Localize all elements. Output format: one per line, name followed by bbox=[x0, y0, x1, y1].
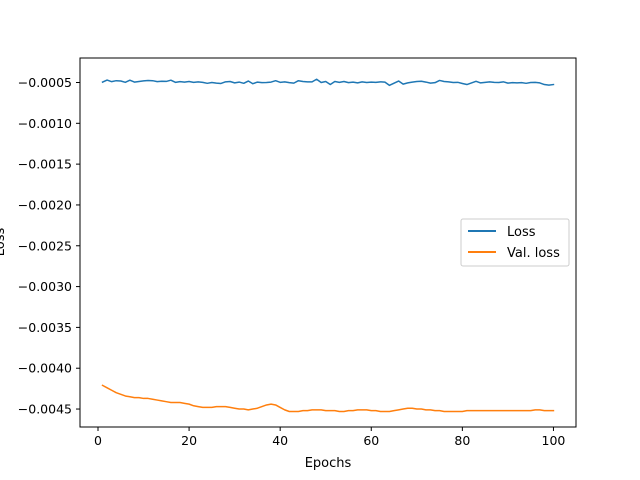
y-tick-label: −0.0020 bbox=[18, 197, 72, 212]
y-tick-label: −0.0040 bbox=[18, 361, 72, 376]
y-tick-label: −0.0010 bbox=[18, 116, 72, 131]
x-tick-label: 20 bbox=[181, 433, 197, 448]
y-tick-label: −0.0005 bbox=[18, 75, 72, 90]
series-layer bbox=[101, 78, 555, 413]
y-tick-label: −0.0030 bbox=[18, 279, 72, 294]
legend-label-loss: Loss bbox=[507, 225, 536, 240]
series-line-loss bbox=[101, 78, 555, 87]
y-tick-label: −0.0015 bbox=[18, 157, 72, 172]
legend: Loss Val. loss bbox=[460, 218, 570, 267]
series-line-val-loss bbox=[101, 384, 555, 413]
x-axis-ticks: 0 20 40 60 80 100 bbox=[94, 427, 565, 448]
plot-frame bbox=[79, 57, 577, 428]
x-tick-label: 80 bbox=[454, 433, 470, 448]
y-tick-label: −0.0035 bbox=[18, 320, 72, 335]
y-tick-label: −0.0045 bbox=[18, 402, 72, 417]
y-tick-label: −0.0025 bbox=[18, 238, 72, 253]
y-axis-label: Loss bbox=[0, 228, 8, 257]
x-tick-label: 0 bbox=[94, 433, 102, 448]
x-tick-label: 40 bbox=[272, 433, 288, 448]
legend-label-val-loss: Val. loss bbox=[507, 246, 560, 261]
y-axis-ticks: −0.0005 −0.0010 −0.0015 −0.0020 −0.0025 −0.00… bbox=[18, 75, 80, 417]
x-axis-label: Epochs bbox=[305, 456, 352, 471]
x-tick-label: 100 bbox=[542, 433, 566, 448]
x-tick-label: 60 bbox=[363, 433, 379, 448]
